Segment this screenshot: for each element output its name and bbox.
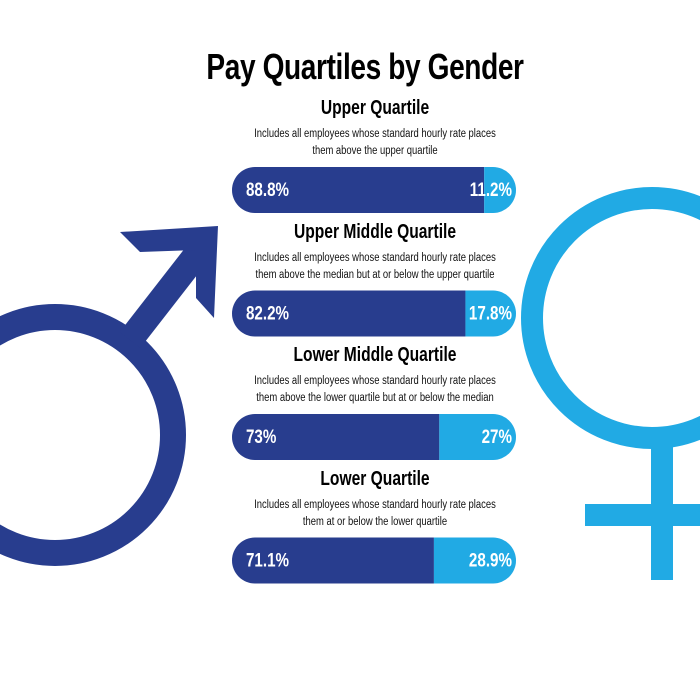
bar-segment (465, 290, 516, 337)
bar-segment (439, 414, 516, 460)
value-label: 17.8% (469, 302, 512, 324)
quartile-title: Upper Middle Quartile (293, 220, 457, 243)
male-arrowhead (120, 226, 218, 318)
stacked-bar (232, 537, 516, 584)
value-label: 27% (482, 425, 512, 447)
female-symbol (521, 187, 700, 580)
value-label: 71.1% (246, 549, 289, 571)
bar-segment (433, 537, 516, 584)
bar-segment (232, 537, 434, 584)
male-symbol (0, 242, 211, 566)
stacked-bar (232, 290, 516, 337)
stacked-bar (232, 414, 516, 460)
quartile-description: Includes all employees whose standard ho… (254, 498, 496, 528)
quartile-description: Includes all employees whose standard ho… (254, 375, 496, 404)
stacked-bar (232, 167, 516, 213)
value-label: 88.8% (246, 178, 289, 200)
value-label: 82.2% (246, 302, 289, 324)
title: Pay Quartiles by Gender (206, 46, 524, 87)
bar-segment (232, 167, 485, 213)
bar-segment (232, 414, 440, 460)
bar-segment (232, 290, 466, 337)
quartile-description: Includes all employees whose standard ho… (254, 251, 496, 281)
quartile-title: Lower Quartile (320, 467, 430, 490)
quartile-title: Lower Middle Quartile (293, 344, 457, 366)
value-label: 11.2% (470, 178, 512, 200)
quartile-description: Includes all employees whose standard ho… (254, 128, 496, 157)
value-label: 28.9% (469, 549, 512, 571)
value-label: 73% (246, 425, 276, 447)
quartile-title: Upper Quartile (320, 97, 430, 119)
